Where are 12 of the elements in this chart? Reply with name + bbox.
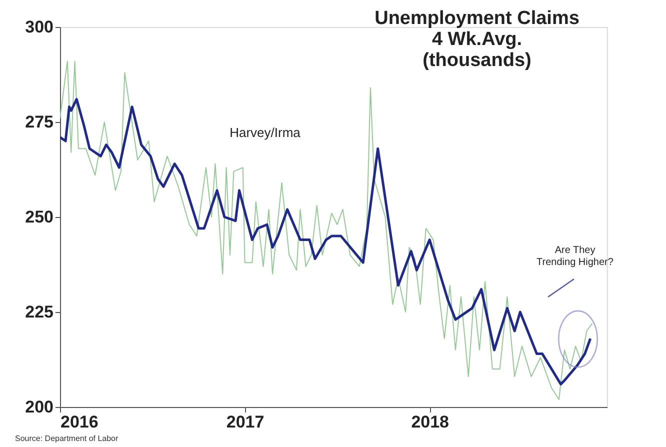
y-tick-label: 225: [25, 302, 54, 322]
x-tick-label: 2017: [226, 412, 264, 432]
x-tick-label: 2018: [411, 412, 450, 432]
annotation: Harvey/Irma: [230, 125, 302, 140]
x-tick-label: 2016: [60, 412, 98, 432]
y-tick-label: 250: [25, 208, 54, 226]
y-tick-label: 275: [25, 112, 54, 132]
annotation: Are They Trending Higher?: [536, 245, 614, 268]
y-tick-label: 200: [25, 398, 54, 416]
chart-title: Unemployment Claims 4 Wk.Avg. (thousands): [374, 8, 580, 71]
y-tick-label: 300: [25, 18, 54, 36]
source-note: Source: Department of Labor: [15, 434, 119, 443]
